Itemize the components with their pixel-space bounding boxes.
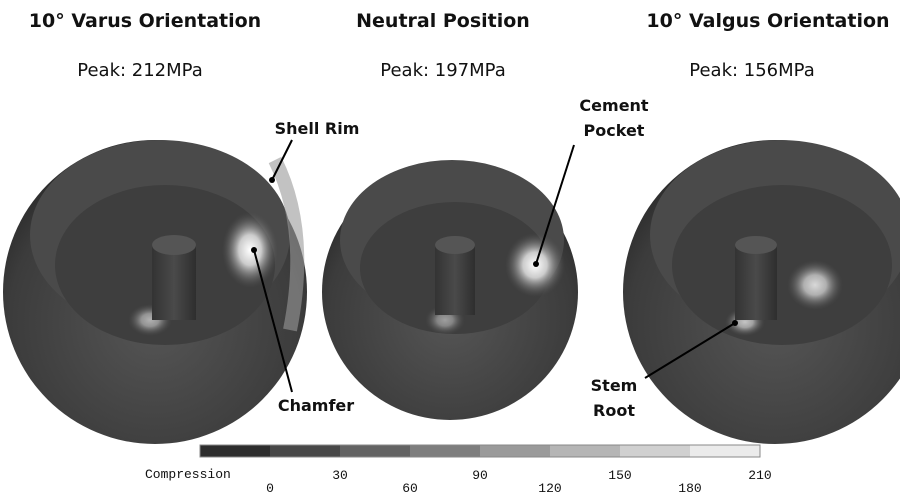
panel-title: Neutral Position — [356, 10, 530, 32]
colorbar: Compression 0 30 60 90 120 150 180 210 — [145, 445, 772, 493]
colorbar-label: Compression — [145, 467, 231, 482]
renderings — [3, 140, 900, 444]
colorbar-segment — [550, 445, 620, 457]
annotation: Shell Rim — [275, 119, 360, 138]
annotation: Cement — [579, 96, 649, 115]
annotation: Stem — [591, 376, 638, 395]
annotation: Pocket — [584, 121, 645, 140]
colorbar-tick-label: 180 — [678, 481, 701, 493]
peak-stress: Peak: 156MPa — [689, 60, 815, 81]
annotation: Chamfer — [278, 396, 354, 415]
implant-varus — [3, 140, 307, 444]
colorbar-tick-label: 90 — [472, 468, 488, 483]
panel-title: 10° Valgus Orientation — [646, 10, 889, 32]
colorbar-tick-label: 0 — [266, 481, 274, 493]
colorbar-segment — [340, 445, 410, 457]
annotation: Root — [593, 401, 635, 420]
colorbar-segment — [690, 445, 760, 457]
colorbar-segment — [200, 445, 270, 457]
peak-stress: Peak: 212MPa — [77, 60, 203, 81]
implant-valgus — [623, 140, 900, 444]
colorbar-tick-label: 150 — [608, 468, 631, 483]
colorbar-segment — [480, 445, 550, 457]
colorbar-tick-label: 120 — [538, 481, 561, 493]
colorbar-tick-label: 210 — [748, 468, 771, 483]
figure: 10° Varus Orientation Neutral Position 1… — [0, 0, 900, 493]
colorbar-tick-label: 30 — [332, 468, 348, 483]
colorbar-segment — [270, 445, 340, 457]
colorbar-tick-label: 60 — [402, 481, 418, 493]
panel-title: 10° Varus Orientation — [29, 10, 261, 32]
colorbar-segment — [620, 445, 690, 457]
colorbar-segment — [410, 445, 480, 457]
implant-neutral — [322, 160, 578, 420]
peak-stress: Peak: 197MPa — [380, 60, 506, 81]
